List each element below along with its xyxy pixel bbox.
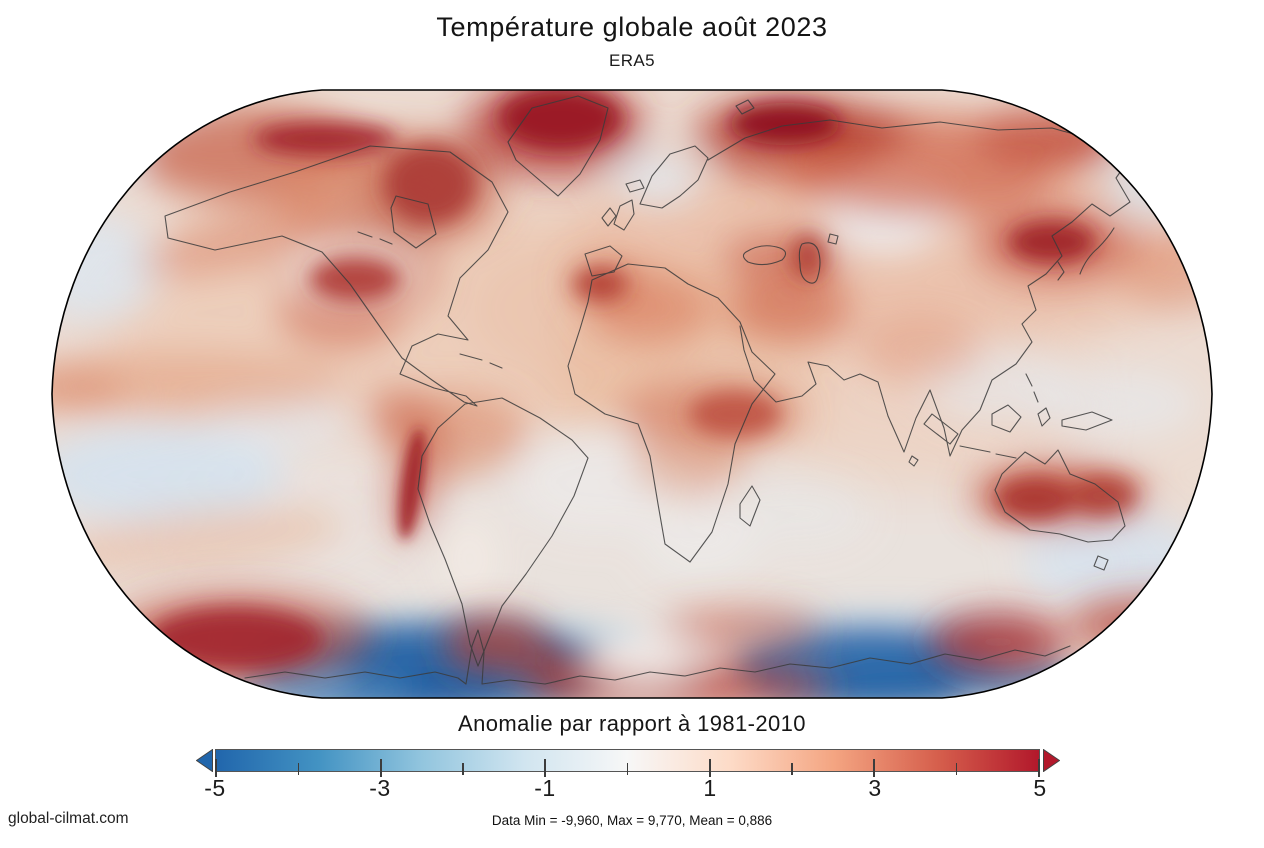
colorbar-major-tick	[1038, 759, 1040, 777]
map-outline	[51, 89, 1213, 699]
world-anomaly-map	[51, 89, 1213, 699]
colorbar-left-arrow-icon	[196, 749, 213, 772]
anomaly-field	[52, 90, 1212, 698]
coastlines	[164, 95, 1185, 685]
colorbar-major-tick	[215, 759, 217, 777]
colorbar-tick-label: 3	[868, 775, 882, 801]
andes-hotspot	[398, 428, 426, 540]
colorbar-tick-label: -3	[369, 775, 391, 801]
colorbar-minor-tick	[791, 763, 793, 775]
page-subtitle: ERA5	[608, 51, 655, 70]
colorbar-tick-label: 1	[703, 775, 717, 801]
colorbar-gradient	[215, 749, 1040, 777]
colorbar-minor-tick	[626, 763, 629, 775]
colorbar-label: Anomalie par rapport à 1981-2010	[458, 711, 806, 736]
colorbar-minor-tick	[955, 763, 958, 775]
colorbar: -5 -3 -1 1 3 5	[196, 749, 1068, 801]
data-stats-text: Data Min = -9,960, Max = 9,770, Mean = 0…	[491, 813, 773, 828]
colorbar-tick-label: -1	[534, 775, 556, 801]
colorbar-tick-label: -5	[204, 775, 226, 801]
colorbar-major-tick	[708, 759, 711, 777]
colorbar-major-tick	[873, 759, 876, 777]
colorbar-major-tick	[379, 759, 382, 777]
colorbar-right-arrow-icon	[1043, 749, 1060, 772]
colorbar-tick-labels: -5 -3 -1 1 3 5	[196, 775, 1068, 801]
anomaly-hotspots	[147, 90, 1136, 671]
page-title: Température globale août 2023	[436, 12, 828, 42]
map-container	[40, 84, 1224, 708]
colorbar-major-tick	[544, 759, 547, 777]
colorbar-tick-label: 5	[1033, 775, 1047, 801]
colorbar-minor-tick	[462, 763, 464, 775]
colorbar-minor-tick	[297, 763, 300, 775]
website-credit: global-cilmat.com	[8, 810, 129, 827]
